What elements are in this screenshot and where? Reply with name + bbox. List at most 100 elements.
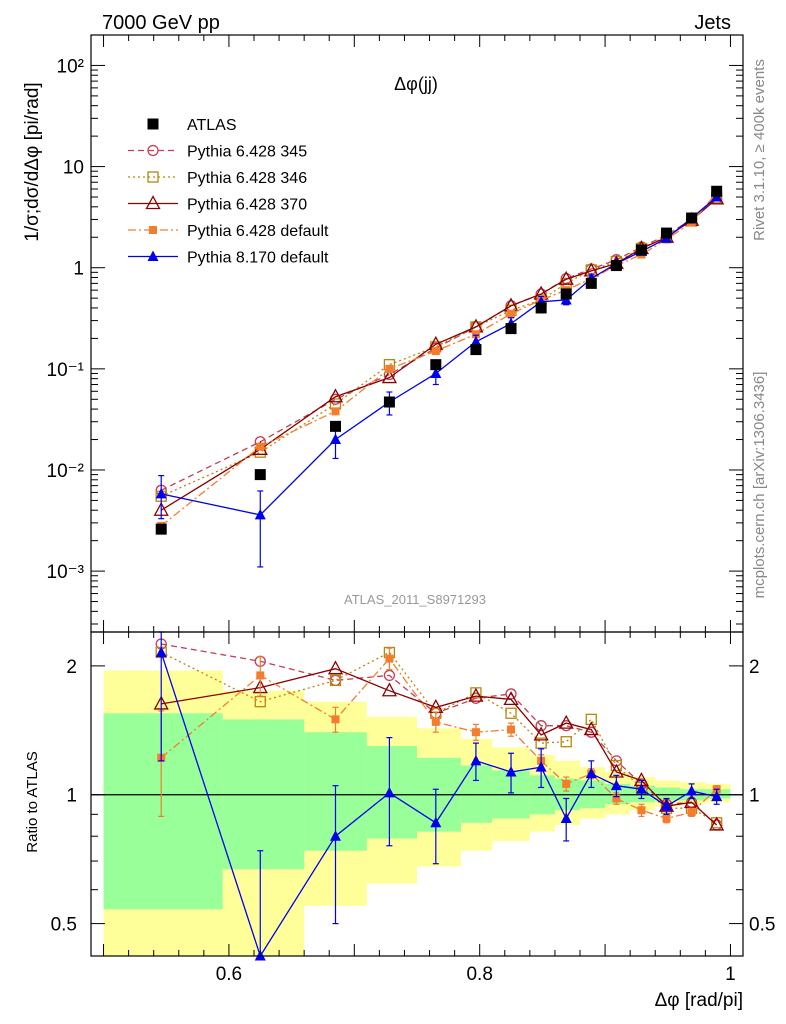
ratio-data-point [684, 793, 700, 808]
analysis-watermark: ATLAS_2011_S8971293 [344, 592, 486, 607]
ratio-series-layer [153, 631, 725, 961]
main-data-point [155, 523, 167, 535]
ratio-data-point [254, 950, 266, 961]
ratio-data-point [383, 786, 395, 798]
legend-entry-0: ATLAS [147, 117, 237, 134]
main-data-point [535, 302, 547, 314]
main-data-point [610, 260, 622, 272]
uncertainty-band-1sigma [655, 787, 681, 801]
ratio-data-point [327, 660, 344, 675]
ratio-y-tick-label-right: 1 [749, 786, 760, 807]
ratio-y-axis-label: Ratio to ATLAS [24, 751, 41, 852]
main-data-point [471, 330, 480, 339]
ratio-data-point [610, 759, 623, 772]
main-series-0 [155, 185, 723, 535]
main-y-axis-label: 1/σ;dσ/dΔφ [pi/rad] [22, 82, 43, 241]
ratio-data-point [661, 800, 673, 811]
ratio-data-point [711, 790, 723, 802]
main-data-point [711, 185, 723, 197]
main-data-point [558, 270, 574, 285]
ratio-series-line [160, 657, 718, 820]
ratio-panel: 0.6 0.8 1 0.5 0.5 1 1 2 2 Ratio to ATLAS Δφ [rad… [24, 631, 775, 1011]
main-y-tick-label: 10⁻¹ [47, 360, 85, 381]
x-axis-label: Δφ [rad/pi] [655, 990, 743, 1011]
ratio-data-point [560, 812, 572, 824]
ratio-data-point [431, 717, 440, 726]
ratio-data-point [535, 737, 547, 749]
ratio-data-point [562, 779, 571, 788]
ratio-y-tick-label: 1 [66, 786, 77, 807]
ratio-series-5 [155, 631, 723, 961]
uncertainty-band-1sigma [605, 783, 631, 805]
main-axes-layer: 10⁻³ 10⁻² 10⁻¹ 1 10 10² [47, 34, 744, 633]
ratio-data-point [687, 808, 696, 817]
header-right-label: Jets [694, 12, 731, 34]
legend-marker [145, 195, 161, 210]
main-data-point [155, 487, 167, 499]
legend-label: Pythia 6.428 345 [187, 144, 307, 161]
ratio-data-point [583, 721, 599, 736]
main-y-tick-label: 10⁻³ [47, 562, 85, 583]
main-y-tick-label: 10⁻² [47, 461, 85, 482]
ratio-data-point [155, 646, 167, 657]
source-label: mcplots.cern.ch [arXiv:1306.3436] [751, 372, 768, 599]
ratio-y-tick-label: 0.5 [51, 915, 77, 936]
ratio-data-point [507, 725, 516, 734]
main-data-point [385, 364, 394, 373]
legend-label: Pythia 6.428 default [187, 223, 329, 240]
ratio-data-point [329, 674, 342, 687]
legend-entry-1: Pythia 6.428 345 [128, 144, 307, 161]
main-data-point [430, 359, 442, 371]
legend-marker [147, 144, 159, 157]
ratio-data-point [468, 687, 484, 702]
ratio-frame [90, 631, 744, 957]
ratio-data-point [331, 715, 340, 724]
main-data-point [560, 288, 572, 300]
main-data-point [661, 227, 673, 239]
legend-entry-3: Pythia 6.428 370 [128, 195, 307, 214]
ratio-data-point [503, 691, 519, 706]
legend-marker [147, 250, 159, 261]
ratio-data-point [383, 669, 396, 682]
main-data-point [330, 433, 341, 445]
ratio-data-point [610, 779, 622, 791]
main-data-point [254, 508, 266, 520]
legend-label: Pythia 8.170 default [187, 250, 329, 267]
ratio-data-point [535, 761, 547, 772]
main-series-layer [153, 185, 725, 568]
ratio-data-point [256, 671, 265, 680]
main-series-line [160, 198, 718, 511]
main-data-point [431, 347, 440, 356]
ratio-data-point [385, 654, 394, 663]
main-data-point [470, 344, 482, 356]
main-data-point [327, 388, 344, 403]
ratio-data-point [505, 766, 517, 777]
ratio-y-tick-label: 2 [66, 657, 77, 678]
main-data-point [470, 335, 482, 347]
ratio-data-point [558, 714, 574, 729]
main-panel: 10⁻³ 10⁻² 10⁻¹ 1 10 10² Δφ(jj) ATLAS_2011_S89… [22, 34, 744, 633]
ratio-data-point [686, 785, 698, 796]
main-data-point [330, 420, 341, 432]
ratio-data-point [637, 806, 646, 815]
ratio-data-point [471, 728, 480, 737]
main-data-point [254, 469, 266, 481]
rivet-version-label: Rivet 3.1.10, ≥ 400k events [751, 59, 768, 241]
legend-label: Pythia 6.428 370 [187, 197, 307, 214]
x-tick-label: 1 [725, 964, 736, 985]
main-data-point [256, 442, 265, 451]
legend-label: Pythia 6.428 346 [187, 170, 307, 187]
ratio-data-point [585, 767, 597, 779]
ratio-data-point [535, 720, 547, 732]
main-data-point [507, 309, 516, 318]
main-y-tick-label: 10 [63, 158, 84, 179]
legend-entry-4: Pythia 6.428 default [128, 223, 329, 240]
main-data-point [505, 323, 517, 335]
main-y-tick-label: 1 [73, 259, 84, 280]
ratio-y-tick-label-right: 0.5 [749, 915, 775, 936]
ratio-axes-layer: 0.6 0.8 1 0.5 0.5 1 1 2 2 [51, 631, 775, 985]
header-left-label: 7000 GeV pp [102, 12, 220, 34]
ratio-data-point [612, 794, 621, 803]
legend: ATLAS Pythia 6.428 345 Pythia 6.428 346 Pyt… [128, 117, 329, 267]
x-tick-label: 0.8 [466, 964, 492, 985]
